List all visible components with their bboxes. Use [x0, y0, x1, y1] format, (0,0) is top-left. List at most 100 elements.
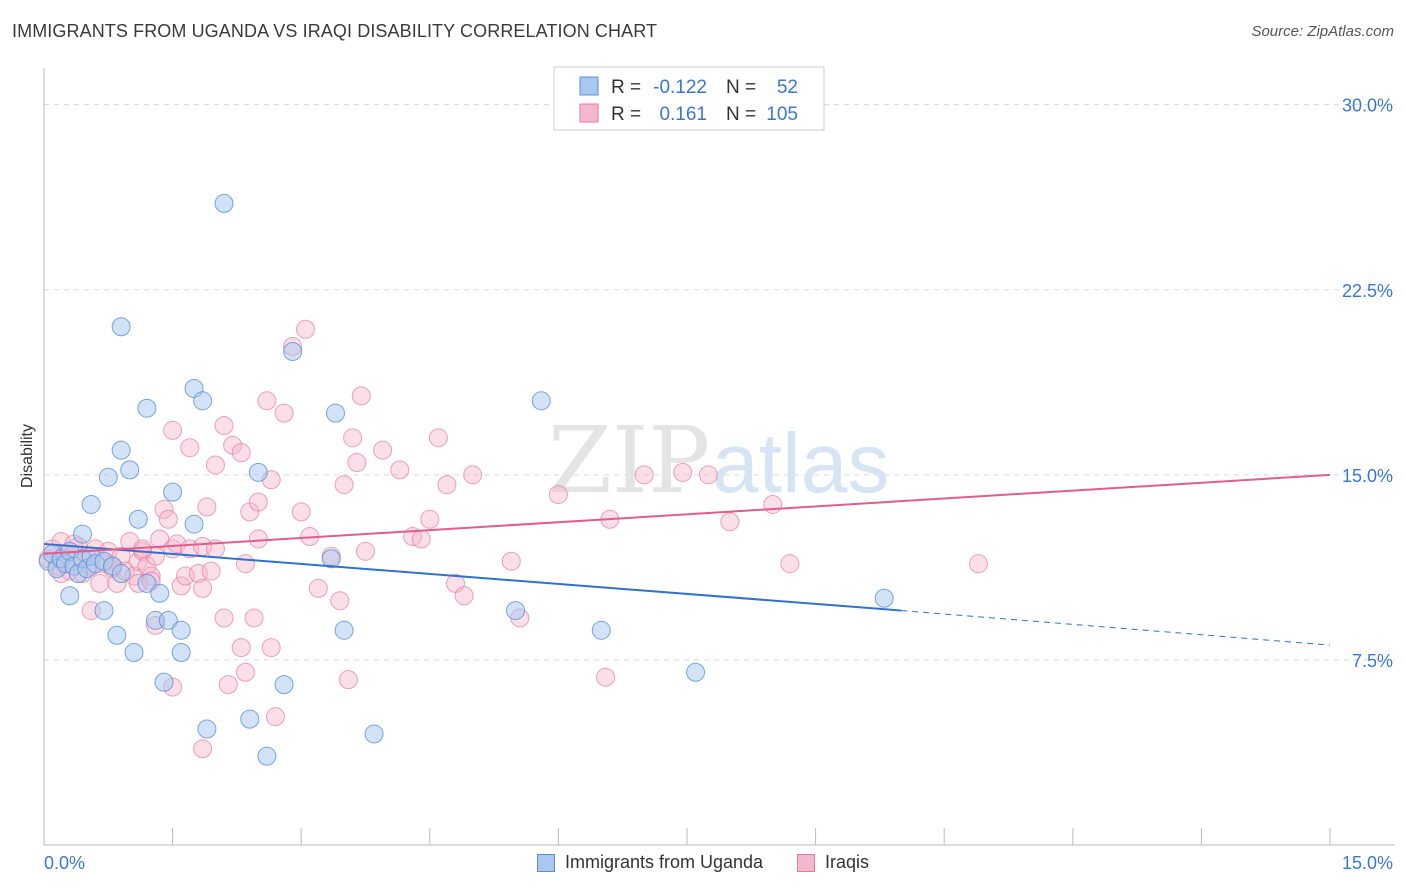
legend-swatch-iraqis	[579, 103, 599, 123]
iraqis-point	[596, 667, 616, 687]
iraqis-point	[780, 554, 800, 574]
uganda-point	[73, 524, 93, 544]
iraqis-point	[295, 319, 315, 339]
iraqis-point	[90, 573, 110, 593]
uganda-point	[107, 625, 127, 645]
iraqis-point	[334, 475, 354, 495]
iraqis-point	[720, 512, 740, 532]
uganda-point	[111, 317, 131, 337]
legend-n-label: N =	[726, 104, 756, 125]
uganda-point	[240, 709, 260, 729]
uganda-point	[124, 643, 144, 663]
uganda-point	[591, 620, 611, 640]
iraqis-point	[214, 608, 234, 628]
iraqis-point	[197, 497, 217, 517]
iraqis-point	[373, 440, 393, 460]
legend-swatch-iraqis	[797, 853, 816, 872]
uganda-point	[283, 341, 303, 361]
y-tick-label: 7.5%	[1352, 651, 1393, 671]
uganda-point	[334, 620, 354, 640]
iraqis-point	[193, 578, 213, 598]
trend-lines	[43, 473, 1331, 646]
iraqis-point	[330, 591, 350, 611]
legend-r-value-iraqis: 0.161	[659, 104, 707, 125]
uganda-point	[274, 675, 294, 695]
iraqis-point	[428, 428, 448, 448]
iraqis-point	[201, 561, 221, 581]
legend-label-uganda: Immigrants from Uganda	[564, 852, 764, 872]
iraqis-point	[968, 554, 988, 574]
legend-item-iraqis: Iraqis	[797, 852, 869, 873]
uganda-point	[137, 398, 157, 418]
iraqis-point	[261, 638, 281, 658]
iraqis-point	[291, 502, 311, 522]
legend-n-label: N =	[726, 77, 756, 98]
iraqis-point	[248, 529, 268, 549]
uganda-point	[248, 462, 268, 482]
uganda-point	[137, 573, 157, 593]
uganda-point	[81, 494, 101, 514]
uganda-point	[257, 746, 277, 766]
uganda-trend-line	[43, 542, 902, 612]
iraqis-point	[763, 494, 783, 514]
uganda-point	[94, 601, 114, 621]
uganda-point	[197, 719, 217, 739]
uganda-point	[163, 482, 183, 502]
tick-labels: 7.5% 15.0% 22.5% 30.0% 0.0% 15.0%	[44, 96, 1393, 873]
iraqis-point	[351, 386, 371, 406]
iraqis-point	[244, 608, 264, 628]
iraqis-point	[343, 428, 363, 448]
iraqis-point	[167, 534, 187, 554]
iraqis-point	[158, 509, 178, 529]
y-tick-label: 22.5%	[1342, 281, 1393, 301]
uganda-trend-extension	[901, 610, 1331, 646]
uganda-point	[120, 460, 140, 480]
legend-bottom: Immigrants from Uganda Iraqis	[0, 852, 1406, 873]
legend-swatch-uganda	[579, 76, 599, 96]
legend-n-value-uganda: 52	[777, 77, 798, 98]
watermark-zip: ZIP	[548, 407, 710, 514]
iraqis-point	[634, 465, 654, 485]
iraqis-point	[356, 541, 375, 561]
iraqis-point	[257, 391, 277, 411]
legend-item-uganda: Immigrants from Uganda	[536, 852, 764, 873]
iraqis-point	[501, 551, 521, 571]
iraqis-point	[248, 492, 268, 512]
iraqis-point	[411, 529, 431, 549]
iraqis-point	[235, 554, 255, 574]
iraqis-point	[308, 578, 328, 598]
uganda-point	[321, 549, 341, 569]
iraqis-point	[274, 403, 294, 423]
chart-title: IMMIGRANTS FROM UGANDA VS IRAQI DISABILI…	[12, 21, 658, 41]
iraqis-point	[231, 638, 251, 658]
uganda-point	[364, 724, 384, 744]
iraqis-point	[420, 509, 440, 529]
y-tick-label: 15.0%	[1342, 466, 1393, 486]
legend-n-value-iraqis: 105	[766, 104, 798, 125]
iraqis-point	[347, 453, 367, 472]
uganda-point	[171, 643, 191, 663]
uganda-point	[193, 391, 213, 411]
uganda-point	[158, 610, 178, 630]
iraqis-point	[390, 460, 410, 480]
legend-r-value-uganda: -0.122	[653, 77, 707, 98]
grid	[44, 104, 1395, 661]
legend-label-iraqis: Iraqis	[825, 852, 870, 872]
uganda-point	[98, 467, 118, 487]
uganda-point	[686, 662, 706, 682]
iraqis-point	[154, 499, 174, 519]
uganda-point	[60, 586, 80, 606]
iraqis-point	[235, 662, 255, 682]
legend-swatch-uganda	[536, 853, 555, 872]
iraqis-point	[193, 739, 213, 759]
uganda-point	[111, 564, 131, 584]
uganda-points	[38, 193, 894, 766]
legend-top: R = -0.122 N = 52 R = 0.161 N = 105	[553, 66, 825, 131]
uganda-point	[531, 391, 551, 411]
iraqis-point	[231, 443, 251, 463]
uganda-point	[154, 672, 174, 692]
iraqis-point	[437, 475, 457, 495]
x-tick-label: 15.0%	[1342, 853, 1393, 873]
iraqis-point	[205, 455, 225, 475]
